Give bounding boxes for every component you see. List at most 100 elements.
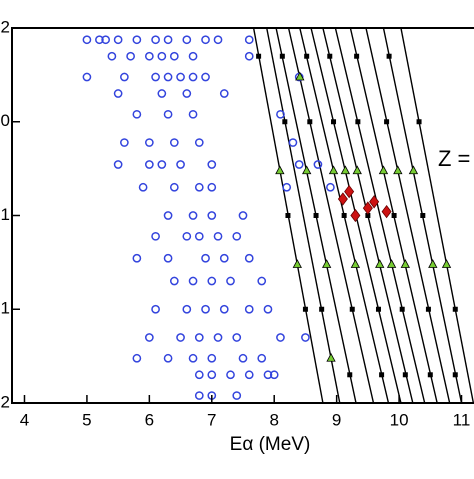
circle-point <box>207 211 217 220</box>
circle-point <box>207 353 217 363</box>
triangle-point <box>375 259 385 268</box>
square-point <box>365 213 371 218</box>
circle-point <box>126 51 135 61</box>
circle-point <box>176 333 185 342</box>
square-point <box>307 119 313 125</box>
circle-point <box>213 333 223 342</box>
circle-point <box>188 51 198 61</box>
circle-point <box>232 333 242 342</box>
x-tick-label: 10 <box>390 410 409 429</box>
chain-line <box>266 28 341 403</box>
circle-point <box>269 370 279 380</box>
circle-point <box>201 304 210 314</box>
circle-point <box>132 35 142 45</box>
circle-point <box>201 35 210 45</box>
diamond-point <box>381 204 392 219</box>
triangle-point <box>326 352 336 362</box>
circle-point <box>226 370 235 380</box>
circle-point <box>188 276 198 286</box>
annotation: Z = <box>438 146 470 171</box>
circle-point <box>120 72 129 82</box>
square-point <box>384 119 390 125</box>
circle-point <box>301 333 310 342</box>
plot-area <box>82 28 474 403</box>
triangle-point <box>386 259 397 268</box>
diamond-point <box>337 192 348 206</box>
circle-point <box>244 370 254 380</box>
circle-point <box>207 182 217 192</box>
circle-point <box>219 253 229 263</box>
triangle-point <box>350 259 361 268</box>
circle-point <box>219 89 229 98</box>
circle-point <box>294 160 304 169</box>
square-point <box>341 213 347 218</box>
circle-point <box>176 160 185 169</box>
circle-point <box>207 160 217 169</box>
circle-point <box>238 353 248 363</box>
x-tick-label: 11 <box>453 410 471 429</box>
circle-point <box>132 353 142 363</box>
circle-point <box>232 231 242 241</box>
triangle-point <box>340 165 351 175</box>
x-tick-label: 7 <box>207 410 216 429</box>
circle-point <box>101 35 110 45</box>
chain-line <box>287 28 375 403</box>
y-tick-label: 1 <box>1 205 10 224</box>
x-tick-label: 9 <box>332 410 341 429</box>
circle-point <box>201 72 210 82</box>
square-point <box>304 53 310 59</box>
square-point <box>349 306 355 312</box>
square-point <box>452 372 458 378</box>
circle-point <box>82 35 92 45</box>
x-axis-label: Eα (MeV) <box>230 434 311 455</box>
square-point <box>402 372 408 378</box>
triangle-point <box>400 259 410 268</box>
circle-point <box>163 35 173 45</box>
diamond-point <box>362 201 373 215</box>
circle-point <box>120 138 129 147</box>
circle-point <box>238 211 248 220</box>
triangle-point <box>428 259 438 268</box>
diamond-point <box>350 208 361 223</box>
diamond-point <box>344 184 355 199</box>
x-tick-label: 5 <box>82 410 91 429</box>
circle-point <box>113 35 123 45</box>
circle-point <box>169 51 179 61</box>
square-point <box>347 372 353 378</box>
triangle-point <box>378 165 389 175</box>
circle-point <box>182 304 192 314</box>
circle-point <box>169 138 179 147</box>
circle-point <box>157 89 167 98</box>
square-point <box>331 119 337 125</box>
circle-point <box>188 353 198 363</box>
circle-point <box>113 160 123 169</box>
circle-point <box>276 109 285 119</box>
circle-point <box>257 353 267 363</box>
triangle-point <box>408 165 419 175</box>
circle-point <box>194 182 204 192</box>
circle-point <box>194 333 204 342</box>
circle-point <box>138 182 148 192</box>
chain-line <box>400 28 474 403</box>
square-point <box>302 306 308 312</box>
square-point <box>279 53 285 59</box>
square-point <box>285 213 291 218</box>
circle-point <box>194 391 204 400</box>
circle-point <box>244 35 254 45</box>
square-point <box>379 372 385 378</box>
circle-point <box>276 333 285 342</box>
circle-point <box>226 276 235 286</box>
plot-frame <box>11 27 474 404</box>
circle-point <box>207 276 217 286</box>
circle-point <box>163 72 173 82</box>
square-point <box>420 213 426 218</box>
circle-point <box>132 253 142 263</box>
square-point <box>416 119 422 125</box>
square-point <box>425 306 431 312</box>
circle-point <box>182 231 192 241</box>
circle-point <box>163 353 173 363</box>
triangle-point <box>393 165 403 175</box>
y-tick-label: 2 <box>1 17 10 36</box>
circle-point <box>207 370 217 380</box>
